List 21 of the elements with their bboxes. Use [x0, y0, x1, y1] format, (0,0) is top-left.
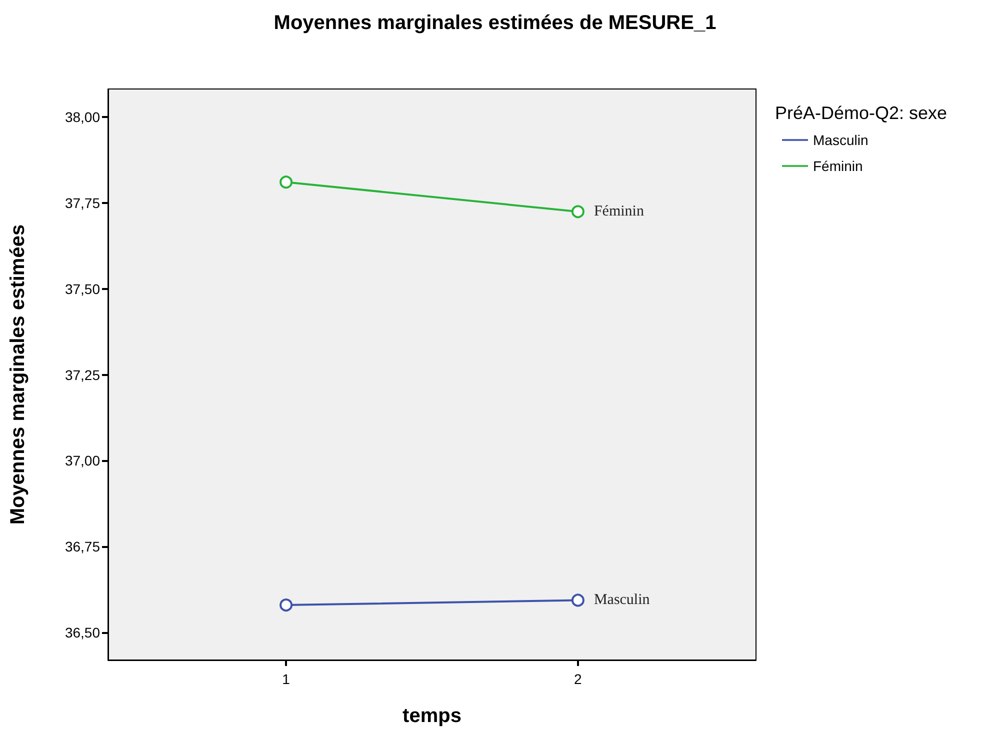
x-tick-label: 1: [282, 671, 290, 687]
y-tick-label: 36,75: [64, 538, 100, 555]
x-axis-title: temps: [402, 705, 462, 727]
point: [571, 594, 584, 607]
y-tick-label: 38,00: [64, 109, 100, 126]
chart-title: Moyennes marginales estimées de MESURE_1: [274, 12, 716, 34]
text: Féminin: [594, 204, 644, 220]
y-tick-label: 37,00: [64, 452, 100, 469]
legend-title: PréA-Démo-Q2: sexe: [775, 103, 948, 123]
y-tick-label: 37,75: [64, 195, 100, 212]
point: [280, 176, 293, 189]
point: [571, 205, 584, 218]
y-tick-label: 36,50: [64, 624, 100, 641]
legend-label: Masculin: [813, 132, 868, 148]
y-tick-label: 37,50: [64, 280, 100, 297]
text: Masculin: [594, 592, 650, 608]
point: [280, 598, 293, 612]
y-axis-title: Moyennes marginales estimées: [7, 224, 29, 525]
x-tick-label: 2: [574, 671, 582, 687]
legend-label: Féminin: [813, 158, 863, 174]
y-tick-label: 37,25: [64, 366, 100, 383]
